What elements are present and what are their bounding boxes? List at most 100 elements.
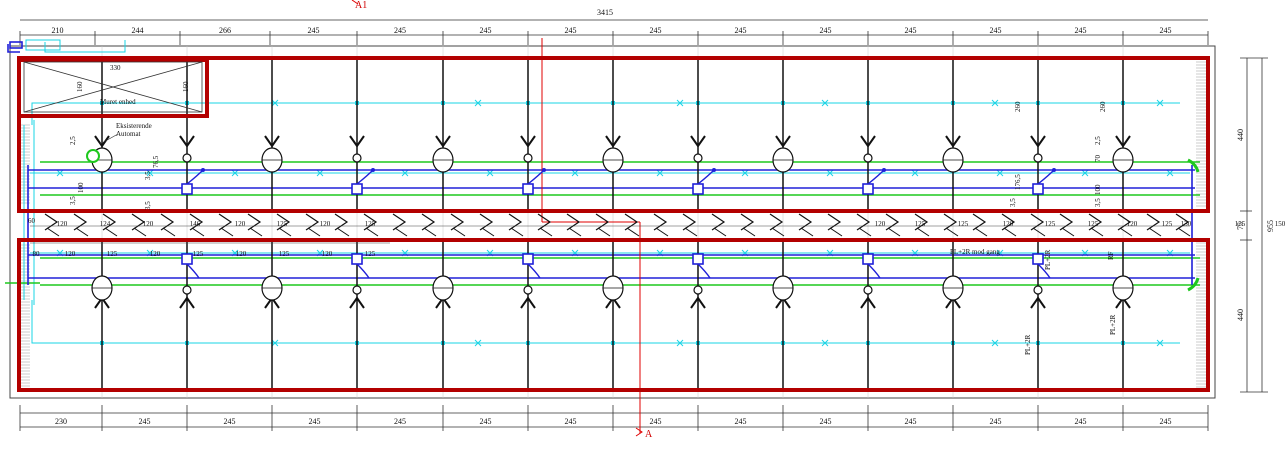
- aisle-dimension-labels: 120 124 120 146 120 125 120 125 120 125 125 120 125 1…: [33, 220, 1286, 258]
- upper-aisle-dim: 125: [277, 220, 288, 228]
- aisle-chevron: [450, 213, 465, 231]
- upper-aisle-dim: 130: [1181, 220, 1192, 228]
- lower-aisle-dim: 125: [193, 250, 204, 258]
- machine-column: [602, 60, 624, 390]
- cyan-fixture-star: [821, 99, 829, 107]
- cyan-fixture-star: [1166, 169, 1174, 177]
- machine-column: [690, 60, 716, 390]
- small-fixture: [523, 285, 533, 295]
- aisle-chevron: [423, 227, 437, 237]
- aisle-chevron: [189, 213, 204, 231]
- aisle-chevron: [829, 227, 843, 237]
- aisle-chevron: [508, 213, 523, 231]
- right-dim-s6: 70: [1094, 155, 1102, 163]
- room-box-height-left: 160: [76, 81, 84, 92]
- top-dim-label: 245: [1160, 26, 1172, 35]
- right-dim-s5: 3,5: [1094, 198, 1102, 207]
- room-box-width: 330: [110, 64, 121, 72]
- aisle-chevron: [392, 213, 407, 231]
- lower-aisle-dim: 120: [65, 250, 76, 258]
- lower-aisle-dim: 120: [236, 250, 247, 258]
- upper-aisle-dim: 125: [1045, 220, 1056, 228]
- aisle-chevron: [914, 213, 929, 231]
- aisle-chevron: [742, 227, 756, 237]
- bottom-dim-label: 230: [55, 417, 67, 426]
- cyan-fixture-star: [146, 169, 154, 177]
- small-fixture: [693, 153, 703, 163]
- right-dim-lower: 440: [1236, 309, 1245, 321]
- cyan-fixture-star: [56, 169, 64, 177]
- left-dim-1: 3,5: [69, 196, 77, 205]
- top-dim-label: 245: [650, 26, 662, 35]
- lower-aisle-dim: 125: [279, 250, 290, 258]
- machine-column: [261, 60, 283, 390]
- bottom-dim-label: 245: [820, 417, 832, 426]
- aisle-chevron: [1177, 227, 1191, 237]
- machine-column: [860, 60, 886, 390]
- upper-aisle-dim: 120: [1003, 220, 1014, 228]
- machine-column: [942, 60, 964, 390]
- aisle-chevron: [336, 227, 350, 237]
- aisle-chevron: [1003, 227, 1017, 237]
- room-box-label: Muret enhed: [100, 98, 136, 106]
- aisle-chevron: [798, 213, 813, 231]
- aisle-chevron: [597, 227, 611, 237]
- upper-aisle-dim: 125: [958, 220, 969, 228]
- blue-device: [522, 253, 534, 265]
- bottom-dim-label: 245: [480, 417, 492, 426]
- machine-column: [520, 60, 546, 390]
- aisle-chevron: [887, 227, 901, 237]
- bottom-dim-label: 245: [1160, 417, 1172, 426]
- aisle-chevron: [885, 213, 900, 231]
- top-dim-label: 245: [480, 26, 492, 35]
- small-fixture: [523, 153, 533, 163]
- cyan-fixture-star: [474, 339, 482, 347]
- aisle-chevron: [1148, 227, 1162, 237]
- aisle-chevron: [220, 227, 234, 237]
- aisle-chevron: [452, 227, 466, 237]
- small-fixture: [352, 153, 362, 163]
- machine-column: [1030, 60, 1056, 390]
- blue-device: [181, 253, 193, 265]
- aisle-chevron: [769, 213, 784, 231]
- right-dim-s0: 260: [1014, 101, 1022, 112]
- lower-aisle-dim: 80: [33, 250, 41, 258]
- aisle-chevron: [827, 213, 842, 231]
- aisle-chevron: [916, 227, 930, 237]
- bottom-dim-label: 245: [990, 417, 1002, 426]
- blue-device: [692, 253, 704, 265]
- blue-device: [181, 183, 193, 195]
- top-dimension-chain: 3415 210 244 266 245 245 245 245 245 245 245 245 24…: [19, 8, 1209, 45]
- aisle-chevron: [626, 227, 640, 237]
- aisle-chevron: [365, 227, 379, 237]
- blue-device: [1032, 253, 1044, 265]
- upper-aisle-dim: 120: [143, 220, 154, 228]
- aisle-chevron: [539, 227, 553, 237]
- cyan-fixture-star: [826, 169, 834, 177]
- top-dim-label: 245: [990, 26, 1002, 35]
- walled-unit: Muret enhed 330 160 160: [23, 61, 203, 113]
- aisle-chevron: [1119, 227, 1133, 237]
- small-fixture: [863, 285, 873, 295]
- upper-aisle-dim: 120: [1127, 220, 1138, 228]
- cyan-fixture-star: [741, 169, 749, 177]
- aisle-chevron: [278, 227, 292, 237]
- machine-column: [179, 60, 205, 390]
- aisle-chevron: [104, 227, 118, 237]
- upper-aisle-dim: 125: [915, 220, 926, 228]
- left-dim-4: 3,5: [144, 201, 152, 210]
- aisle-chevron: [771, 227, 785, 237]
- left-dim-3: 100: [77, 182, 85, 193]
- bottom-dim-label: 245: [1075, 417, 1087, 426]
- aisle-chevron: [653, 213, 668, 231]
- aisle-chevron: [537, 213, 552, 231]
- aisle-chevron: [684, 227, 698, 237]
- cyan-fixture-star: [231, 169, 239, 177]
- lower-aisle-dim: 120: [322, 250, 333, 258]
- upper-aisle-dim: 120: [875, 220, 886, 228]
- aisle-chevron: [334, 213, 349, 231]
- top-dimension-labels: 210 244 266 245 245 245 245 245 245 245 245 245 245 2…: [52, 26, 1172, 35]
- machine-rows: [91, 60, 1134, 390]
- aisle-chevron: [624, 213, 639, 231]
